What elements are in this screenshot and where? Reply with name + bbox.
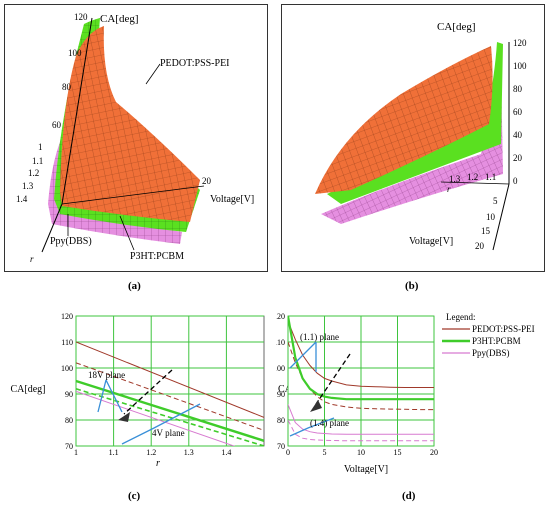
x-tick-label: 1 <box>74 448 78 457</box>
c-xlabel: r <box>156 458 160 468</box>
series-line-p3ht_4 <box>76 388 264 446</box>
y-tick-label: 70 <box>65 442 73 451</box>
caption-b: (b) <box>405 280 419 292</box>
panel-b-z-tick: 120 <box>513 38 527 48</box>
panel-b-z-tick: 40 <box>513 130 523 140</box>
x-tick-label: 1.3 <box>184 448 194 457</box>
label-pedot: PEDOT:PSS-PEI <box>160 58 230 69</box>
c-annot-4v: 4V plane <box>152 428 185 438</box>
panel-b-v-label: Voltage[V] <box>409 236 453 247</box>
label-p3ht: P3HT:PCBM <box>130 251 184 262</box>
legend: Legend: PEDOT:PSS-PEI P3HT:PCBM Ppy(DBS) <box>442 312 535 358</box>
y-tick-label: 80 <box>65 416 73 425</box>
panel-b-z-tick: 60 <box>513 107 523 117</box>
caption-c: (c) <box>128 490 141 502</box>
x-tick-label: 0 <box>286 448 290 457</box>
panel-a-z-tick: 60 <box>52 120 62 130</box>
x-tick-label: 10 <box>357 448 365 457</box>
x-tick-label: 20 <box>430 448 438 457</box>
d-annot-11: (1.1) plane <box>300 332 339 342</box>
y-tick-label: 70 <box>277 442 285 451</box>
panel-b-r-tick: 1.2 <box>467 172 478 182</box>
panel-b-z-tick: 100 <box>513 61 527 71</box>
series-line-p3ht_r11 <box>288 316 434 401</box>
x-tick-label: 5 <box>323 448 327 457</box>
panel-b-v-tick: 5 <box>493 196 498 206</box>
caption-a: (a) <box>128 280 141 292</box>
x-tick-label: 1.1 <box>109 448 119 457</box>
panel-a-r-tick: 1.1 <box>32 156 43 166</box>
legend-title: Legend: <box>446 312 476 322</box>
x-tick-label: 15 <box>394 448 402 457</box>
panel-a-z-label: CA[deg] <box>100 13 139 25</box>
panel-b-r-label: r <box>447 184 451 194</box>
panel-b-z-tick: 80 <box>513 84 523 94</box>
d-annot-14: (1.4) plane <box>310 418 349 428</box>
y-tick-label: 110 <box>61 338 73 347</box>
panel-c-chart: CA[deg] r 1 1.1 1.2 1.3 1.4 70 80 90 100 110 120 1… <box>11 312 265 468</box>
series-line-p3ht_18 <box>76 379 264 442</box>
panel-a-r-tick: 1 <box>38 142 43 152</box>
panel-a-z-tick: 80 <box>62 82 72 92</box>
panel-b-v-tick: 20 <box>475 241 485 251</box>
legend-entry-label: P3HT:PCBM <box>472 336 521 346</box>
legend-entry-label: PEDOT:PSS-PEI <box>472 324 535 334</box>
y-tick-label: 100 <box>276 364 285 373</box>
panel-a-z-tick: 100 <box>68 48 82 58</box>
y-tick-label: 110 <box>276 338 285 347</box>
series-line-pedot_4 <box>76 362 264 431</box>
d-xlabel: Voltage[V] <box>344 464 388 474</box>
series-line-pedot_r11 <box>288 321 434 388</box>
caption-d: (d) <box>402 490 416 502</box>
panel-a-v-label: Voltage[V] <box>210 194 254 205</box>
panel-a-r-tick: 1.3 <box>22 181 34 191</box>
panel-a-r-tick: 1.4 <box>16 194 28 204</box>
plot-area <box>75 315 265 447</box>
panel-b-r-tick: 1.3 <box>449 174 461 184</box>
y-tick-label: 90 <box>65 390 73 399</box>
y-tick-label: 120 <box>61 312 73 321</box>
panel-b-r-tick: 1.1 <box>485 172 496 182</box>
x-tick-label: 1.4 <box>221 448 231 457</box>
panel-a-3d-surface: CA[deg] 120 100 80 60 1 1.1 1.2 1.3 1.4 … <box>4 4 268 272</box>
legend-entry-label: Ppy(DBS) <box>472 348 510 358</box>
panel-a-r-tick: 1.2 <box>28 168 39 178</box>
label-ppy: Ppy(DBS) <box>50 236 92 247</box>
series-line-pedot_18 <box>76 341 264 418</box>
panel-d-chart: CA[deg] Voltage[V] 051015207080901001101… <box>276 312 438 474</box>
y-tick-label: 90 <box>277 390 285 399</box>
series-line-ppy_18 <box>76 390 236 446</box>
panel-a-z-tick: 120 <box>74 12 88 22</box>
y-tick-label: 100 <box>61 364 73 373</box>
panel-b-z-tick: 0 <box>513 176 518 186</box>
panel-b-v-tick: 15 <box>481 226 491 236</box>
x-tick-label: 1.2 <box>146 448 156 457</box>
y-tick-label: 80 <box>277 416 285 425</box>
panel-a-v-tick: 20 <box>202 176 212 186</box>
panel-b-3d-surface: CA[deg] 120 100 80 60 40 20 0 1.3 1.2 1.… <box>281 4 545 272</box>
panel-a-r-label: r <box>30 254 34 264</box>
series-line-ppy_r14 <box>288 419 434 442</box>
c-ylabel: CA[deg] <box>11 384 46 395</box>
panel-b-z-label: CA[deg] <box>437 21 476 33</box>
panel-b-z-tick: 20 <box>513 153 523 163</box>
panel-b-v-tick: 10 <box>486 212 496 222</box>
y-tick-label: 120 <box>276 312 285 321</box>
c-annot-18v: 18V plane <box>88 370 125 380</box>
